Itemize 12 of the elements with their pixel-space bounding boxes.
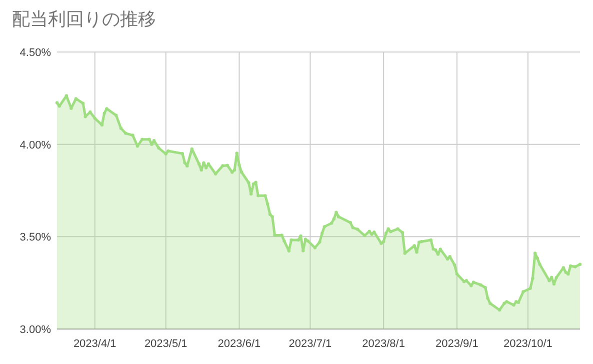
- x-tick-label: 2023/8/1: [362, 338, 405, 350]
- x-tick-label: 2023/5/1: [144, 338, 188, 350]
- x-tick-label: 2023/10/1: [503, 338, 552, 350]
- x-tick-label: 2023/4/1: [73, 338, 116, 350]
- y-tick-label: 3.50%: [20, 232, 52, 244]
- x-tick-label: 2023/9/1: [436, 338, 478, 350]
- y-tick-label: 4.50%: [20, 47, 52, 59]
- x-tick-label: 2023/7/1: [288, 338, 332, 350]
- title: 配当利回りの推移: [12, 9, 156, 29]
- y-tick-label: 3.00%: [20, 324, 52, 336]
- y-tick-label: 4.00%: [20, 139, 52, 152]
- x-tick-label: 2023/6/1: [218, 338, 261, 350]
